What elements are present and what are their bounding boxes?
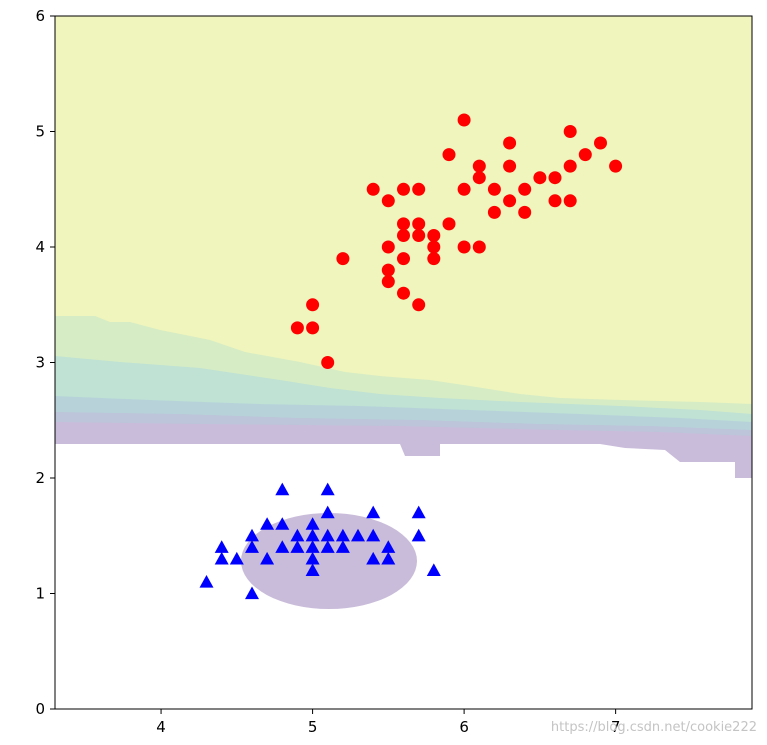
data-point-triangle <box>214 540 229 553</box>
data-point-triangle <box>260 517 275 530</box>
data-point-triangle <box>426 563 441 576</box>
data-point-circle <box>563 159 577 173</box>
data-point-circle <box>563 194 577 208</box>
data-point-triangle <box>305 540 320 553</box>
data-point-circle <box>563 125 577 138</box>
data-point-circle <box>594 136 607 150</box>
data-point-circle <box>366 182 380 196</box>
y-tick-label: 5 <box>35 123 45 141</box>
data-point-circle <box>397 182 410 196</box>
data-point-circle <box>578 148 592 162</box>
data-point-circle <box>336 252 350 266</box>
data-point-circle <box>518 182 532 196</box>
data-point-circle <box>518 205 532 219</box>
x-tick-label: 4 <box>156 718 166 736</box>
data-point-triangle <box>305 563 320 576</box>
data-point-triangle <box>305 517 320 530</box>
data-point-triangle <box>290 540 305 553</box>
data-point-circle <box>472 171 486 185</box>
data-point-triangle <box>320 482 335 496</box>
data-point-triangle <box>320 505 335 519</box>
data-points <box>199 113 623 600</box>
data-point-circle <box>548 194 562 208</box>
data-point-circle <box>412 182 426 196</box>
x-tick-label: 5 <box>308 718 318 736</box>
data-point-circle <box>487 182 501 196</box>
data-point-triangle <box>335 528 350 542</box>
data-point-circle <box>472 240 486 254</box>
data-point-circle <box>503 194 517 208</box>
data-point-triangle <box>260 551 275 565</box>
y-tick-label: 2 <box>35 469 45 487</box>
data-point-triangle <box>320 528 335 542</box>
data-point-circle <box>533 171 547 185</box>
data-point-triangle <box>229 551 244 565</box>
data-point-triangle <box>335 540 350 553</box>
y-tick-label: 0 <box>35 700 45 718</box>
data-point-triangle <box>411 528 426 542</box>
y-tick-label: 6 <box>35 7 45 25</box>
data-point-triangle <box>275 482 290 496</box>
y-tick-label: 3 <box>35 354 45 372</box>
data-point-triangle <box>366 528 381 542</box>
data-point-circle <box>548 171 562 185</box>
data-point-circle <box>427 229 441 242</box>
data-point-circle <box>381 263 395 277</box>
region-purple <box>55 422 752 478</box>
data-point-triangle <box>245 586 259 600</box>
data-point-triangle <box>275 540 290 553</box>
data-point-circle <box>381 194 395 208</box>
data-point-triangle <box>199 575 214 588</box>
data-point-triangle <box>275 517 290 530</box>
data-point-circle <box>321 356 335 369</box>
data-point-triangle <box>305 551 320 565</box>
data-point-circle <box>306 321 320 335</box>
axis-ticks: 4 5 6 7 0 1 2 3 4 5 6 <box>35 7 620 736</box>
data-point-circle <box>457 113 471 127</box>
decision-regions <box>55 16 752 609</box>
data-point-triangle <box>245 528 259 542</box>
y-tick-label: 1 <box>35 585 45 603</box>
data-point-triangle <box>245 540 259 553</box>
data-point-circle <box>397 252 410 266</box>
data-point-triangle <box>305 528 320 542</box>
data-point-circle <box>397 229 410 242</box>
x-tick-label: 7 <box>611 718 621 736</box>
data-point-circle <box>381 240 395 254</box>
watermark-text: https://blog.csdn.net/cookie222 <box>551 720 757 735</box>
data-point-circle <box>397 217 410 231</box>
data-point-triangle <box>381 551 396 565</box>
data-point-triangle <box>214 551 229 565</box>
data-point-circle <box>503 136 517 150</box>
data-point-circle <box>487 205 501 219</box>
data-point-circle <box>412 298 426 312</box>
data-point-triangle <box>351 528 365 542</box>
data-point-circle <box>412 229 426 242</box>
data-point-circle <box>427 240 441 254</box>
data-point-circle <box>457 240 471 254</box>
data-point-circle <box>503 159 517 173</box>
data-point-circle <box>442 217 456 231</box>
y-tick-label: 4 <box>35 238 45 256</box>
data-point-circle <box>427 252 441 266</box>
data-point-circle <box>381 275 395 289</box>
data-point-circle <box>290 321 304 335</box>
data-point-triangle <box>290 528 305 542</box>
x-tick-label: 6 <box>459 718 469 736</box>
data-point-circle <box>457 182 471 196</box>
data-point-circle <box>412 217 426 231</box>
data-point-circle <box>472 159 486 173</box>
data-point-circle <box>442 148 456 162</box>
data-point-triangle <box>320 540 335 553</box>
data-point-circle <box>609 159 623 173</box>
data-point-circle <box>306 298 320 312</box>
data-point-triangle <box>366 505 381 519</box>
data-point-triangle <box>411 505 426 519</box>
data-point-triangle <box>366 551 381 565</box>
data-point-triangle <box>381 540 396 553</box>
data-point-circle <box>397 286 410 300</box>
